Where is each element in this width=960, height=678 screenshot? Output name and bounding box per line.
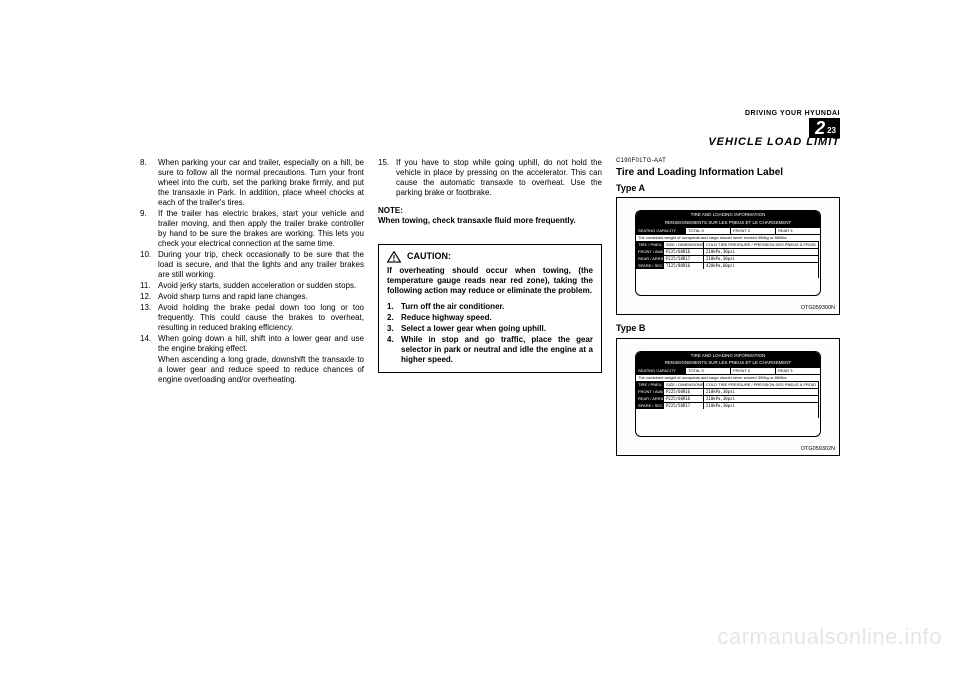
list-item: 14.When going down a hill, shift into a … [140, 334, 364, 354]
list-item: 1.Turn off the air conditioner. [387, 302, 593, 312]
caution-list: 1.Turn off the air conditioner. 2.Reduce… [387, 302, 593, 365]
page-number-tab: 2 23 [809, 118, 840, 138]
tire-label-placard: TIRE AND LOADING INFORMATION RENSEIGNEME… [635, 351, 821, 437]
note-body: When towing, check transaxle fluid more … [378, 216, 602, 226]
list-item: 11.Avoid jerky starts, sudden accelerati… [140, 281, 364, 291]
column-1: 8.When parking your car and trailer, esp… [140, 158, 364, 456]
placard-title-fr: RENSEIGNEMENTS SUR LES PNEUS ET LE CHARG… [636, 359, 820, 367]
list-item: 15.If you have to stop while going uphil… [378, 158, 602, 198]
page-number: 23 [827, 127, 836, 135]
type-a-label: Type A [616, 183, 840, 194]
caution-label: CAUTION: [407, 251, 451, 262]
list-item: 2.Reduce highway speed. [387, 313, 593, 323]
caution-paragraph: If overheating should occur when towing,… [387, 266, 593, 296]
list-item: 3.Select a lower gear when going uphill. [387, 324, 593, 334]
content-columns: 8.When parking your car and trailer, esp… [140, 158, 840, 456]
manual-page: DRIVING YOUR HYUNDAI 2 23 VEHICLE LOAD L… [140, 110, 840, 585]
subsection-title: Tire and Loading Information Label [616, 167, 840, 180]
caution-heading: CAUTION: [387, 251, 593, 263]
see-owners-manual: SEE OWNER'S MANUAL FOR ADDITIONAL INFORM… [818, 381, 821, 418]
list-item-continuation: When ascending a long grade, downshift t… [158, 355, 364, 385]
chapter-number: 2 [815, 119, 825, 137]
placard-title-en: TIRE AND LOADING INFORMATION [636, 211, 820, 219]
placard-title-fr: RENSEIGNEMENTS SUR LES PNEUS ET LE CHARG… [636, 219, 820, 227]
column-2: 15.If you have to stop while going uphil… [378, 158, 602, 456]
note-label: NOTE: [378, 206, 602, 216]
reference-code: C190F01TG-AAT [616, 158, 840, 166]
caution-box: CAUTION: If overheating should occur whe… [378, 244, 602, 373]
type-b-label: Type B [616, 323, 840, 334]
tire-label-figure-b: TIRE AND LOADING INFORMATION RENSEIGNEME… [616, 338, 840, 456]
warning-icon [387, 251, 401, 263]
watermark: carmanualsonline.info [717, 624, 942, 650]
tire-label-figure-a: TIRE AND LOADING INFORMATION RENSEIGNEME… [616, 197, 840, 315]
chapter-name: DRIVING YOUR HYUNDAI [745, 110, 840, 117]
list-item: 13.Avoid holding the brake pedal down to… [140, 303, 364, 333]
list-item: 9.If the trailer has electric brakes, st… [140, 209, 364, 249]
list-item: 4.While in stop and go traffic, place th… [387, 335, 593, 365]
figure-code: OTG059300N [801, 305, 835, 312]
column-3: C190F01TG-AAT Tire and Loading Informati… [616, 158, 840, 456]
page-header: DRIVING YOUR HYUNDAI 2 23 [745, 110, 840, 139]
section-title: VEHICLE LOAD LIMIT [708, 136, 840, 148]
list-item: 12.Avoid sharp turns and rapid lane chan… [140, 292, 364, 302]
list-item: 10.During your trip, check occasionally … [140, 250, 364, 280]
tire-label-placard: TIRE AND LOADING INFORMATION RENSEIGNEME… [635, 210, 821, 296]
list-item: 8.When parking your car and trailer, esp… [140, 158, 364, 208]
see-owners-manual: SEE OWNER'S MANUAL FOR ADDITIONAL INFORM… [818, 241, 821, 278]
figure-code: OTG059302N [801, 446, 835, 453]
placard-title-en: TIRE AND LOADING INFORMATION [636, 352, 820, 360]
